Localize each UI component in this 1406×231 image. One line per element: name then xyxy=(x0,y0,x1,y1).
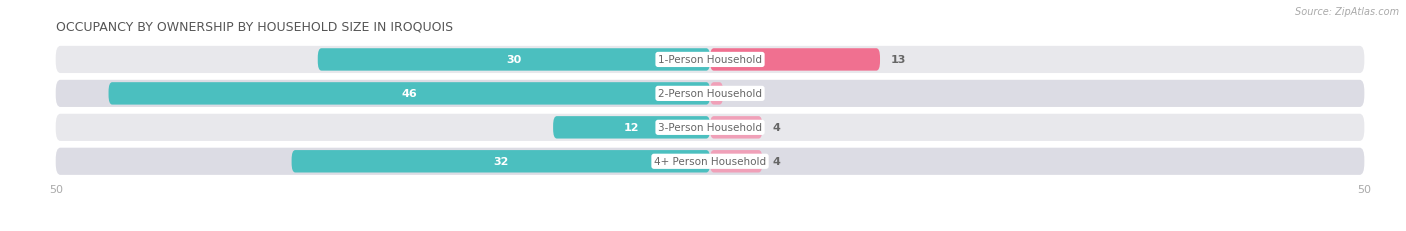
Text: 1: 1 xyxy=(734,89,741,99)
Text: OCCUPANCY BY OWNERSHIP BY HOUSEHOLD SIZE IN IROQUOIS: OCCUPANCY BY OWNERSHIP BY HOUSEHOLD SIZE… xyxy=(56,21,453,33)
Text: 4: 4 xyxy=(773,157,780,167)
FancyBboxPatch shape xyxy=(710,83,723,105)
FancyBboxPatch shape xyxy=(108,83,710,105)
Text: 1-Person Household: 1-Person Household xyxy=(658,55,762,65)
Text: 12: 12 xyxy=(624,123,640,133)
Text: 2-Person Household: 2-Person Household xyxy=(658,89,762,99)
FancyBboxPatch shape xyxy=(56,114,1364,141)
FancyBboxPatch shape xyxy=(56,47,1364,74)
FancyBboxPatch shape xyxy=(710,150,762,173)
Text: 4: 4 xyxy=(773,123,780,133)
FancyBboxPatch shape xyxy=(56,80,1364,107)
FancyBboxPatch shape xyxy=(553,117,710,139)
FancyBboxPatch shape xyxy=(291,150,710,173)
Text: 30: 30 xyxy=(506,55,522,65)
Text: 46: 46 xyxy=(401,89,418,99)
Text: Source: ZipAtlas.com: Source: ZipAtlas.com xyxy=(1295,7,1399,17)
Text: 4+ Person Household: 4+ Person Household xyxy=(654,157,766,167)
FancyBboxPatch shape xyxy=(318,49,710,71)
Text: 32: 32 xyxy=(494,157,509,167)
FancyBboxPatch shape xyxy=(56,148,1364,175)
Text: 13: 13 xyxy=(890,55,905,65)
Text: 3-Person Household: 3-Person Household xyxy=(658,123,762,133)
FancyBboxPatch shape xyxy=(710,117,762,139)
FancyBboxPatch shape xyxy=(710,49,880,71)
